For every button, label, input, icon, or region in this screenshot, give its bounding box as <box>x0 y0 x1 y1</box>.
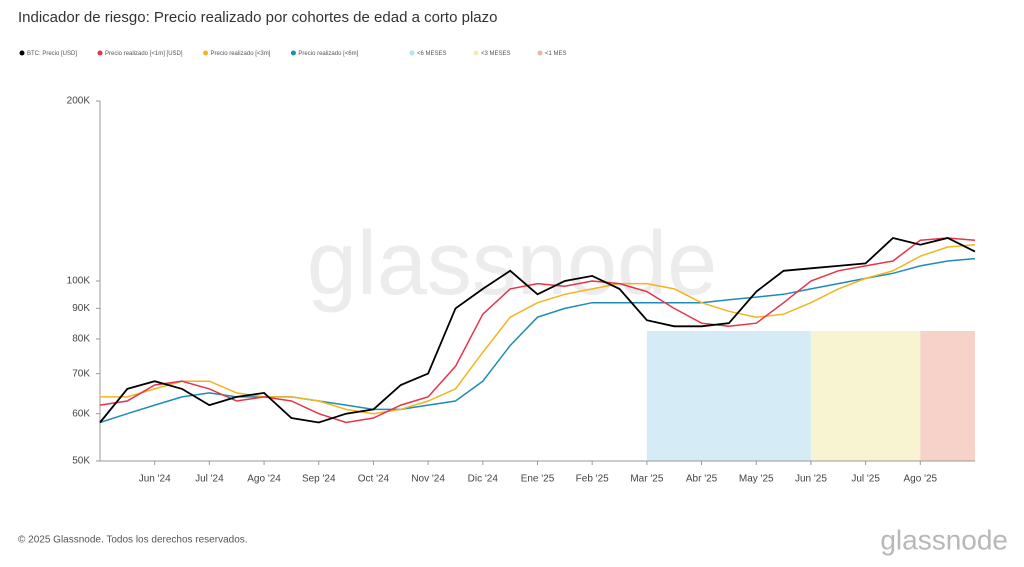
series-line <box>99 237 976 424</box>
x-tick-label: Jun '24 <box>139 474 171 485</box>
legend-marker <box>203 50 209 56</box>
y-tick-label: 70K <box>72 368 90 379</box>
legend-label: BTC: Precio [USD] <box>27 51 77 57</box>
x-tick-label: Oct '24 <box>358 474 390 485</box>
legend-label: <1 MES <box>545 51 567 57</box>
x-tick-label: Jun '25 <box>795 474 827 485</box>
x-tick-label: Nov '24 <box>411 474 445 485</box>
watermark: glassnode <box>307 214 717 314</box>
legend-label: Precio realizado [<6m] <box>298 51 358 57</box>
x-tick-label: Ene '25 <box>521 474 555 485</box>
period-band <box>920 331 975 461</box>
legend-label: Precio realizado [<3m] <box>211 51 271 57</box>
x-tick-label: Mar '25 <box>630 474 663 485</box>
x-tick-label: Feb '25 <box>576 474 609 485</box>
series-line <box>99 257 976 424</box>
x-tick-label: Jul '25 <box>851 474 880 485</box>
y-tick-label: 90K <box>72 303 90 314</box>
x-tick-label: Sep '24 <box>302 474 336 485</box>
x-tick-label: Dic '24 <box>468 474 499 485</box>
legend-label: <6 MESES <box>417 51 447 57</box>
logo: glassnode <box>880 524 1008 555</box>
y-tick-label: 60K <box>72 408 90 419</box>
period-band <box>646 331 811 461</box>
legend-marker <box>97 50 103 56</box>
legend-label: Precio realizado [<1m] [USD] <box>105 51 183 57</box>
period-band <box>810 331 921 461</box>
legend-label: <3 MESES <box>481 51 511 57</box>
legend-marker <box>537 50 543 56</box>
legend-marker <box>473 50 479 56</box>
x-tick-label: Jul '24 <box>195 474 224 485</box>
chart-title: Indicador de riesgo: Precio realizado po… <box>18 9 497 26</box>
x-tick-label: Abr '25 <box>686 474 718 485</box>
x-tick-label: Ago '25 <box>904 474 938 485</box>
x-tick-label: Ago '24 <box>247 474 281 485</box>
series-line <box>99 237 976 424</box>
x-tick-label: May '25 <box>739 474 774 485</box>
legend-marker <box>290 50 296 56</box>
legend-marker <box>19 50 25 56</box>
y-tick-label: 100K <box>67 276 91 287</box>
legend-marker <box>409 50 415 56</box>
y-tick-label: 80K <box>72 334 90 345</box>
series-line <box>100 243 976 415</box>
y-tick-label: 200K <box>67 96 91 107</box>
y-tick-label: 50K <box>72 456 90 467</box>
footer: © 2025 Glassnode. Todos los derechos res… <box>18 535 248 546</box>
